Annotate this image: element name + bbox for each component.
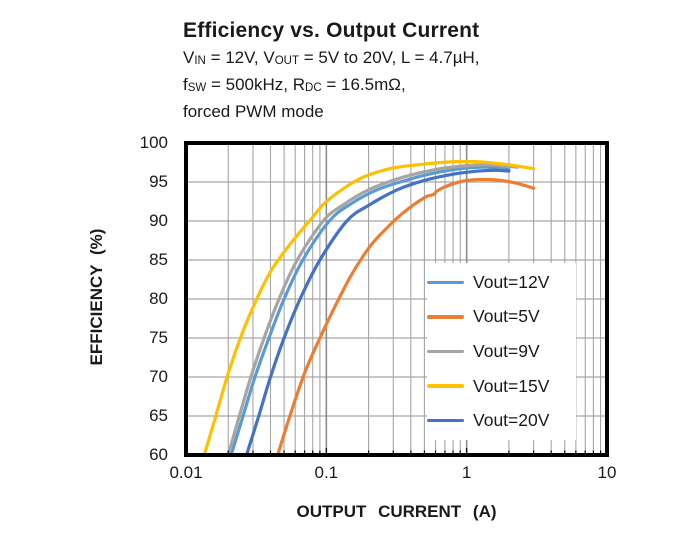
y-axis-title: EFFICIENCY (%) [87, 228, 106, 366]
y-tick-label-100: 100 [139, 133, 168, 152]
y-tick-label-65: 65 [149, 406, 168, 425]
data-curves [202, 159, 536, 455]
legend-item-vout-15v: Vout=15V [427, 369, 576, 403]
y-tick-label-95: 95 [149, 172, 168, 191]
legend-swatch-line [427, 418, 464, 423]
subtitle-line-3: forced PWM mode [183, 102, 324, 121]
y-tick-label-85: 85 [149, 250, 168, 269]
legend-swatch-line [427, 349, 464, 354]
y-tick-label-60: 60 [149, 445, 168, 464]
legend-label: Vout=5V [473, 306, 540, 327]
plot-frame [184, 141, 609, 457]
curve-vout-12v [229, 165, 511, 455]
subtitle-line-1: VIN = 12V, VOUT = 5V to 20V, L = 4.7µH, [183, 48, 480, 67]
legend-label: Vout=12V [473, 271, 550, 292]
x-tick-label-10: 10 [597, 463, 617, 482]
x-axis-title: OUTPUT CURRENT (A) [296, 502, 497, 521]
chart-title: Efficiency vs. Output Current [183, 19, 480, 42]
chart-subtitle: VIN = 12V, VOUT = 5V to 20V, L = 4.7µH, f… [183, 46, 480, 123]
x-tick-label-0.01: 0.01 [169, 463, 203, 482]
legend-item-vout-12v: Vout=12V [427, 265, 576, 299]
legend-item-vout-9v: Vout=9V [427, 334, 576, 368]
legend-item-vout-20v: Vout=20V [427, 404, 576, 438]
curve-vout-9v [226, 163, 520, 455]
legend-item-vout-5v: Vout=5V [427, 300, 576, 334]
legend-swatch-line [427, 280, 464, 285]
curve-vout-15v [202, 159, 536, 455]
y-tick-label-80: 80 [149, 289, 168, 308]
y-tick-label-75: 75 [149, 328, 168, 347]
curve-vout-5v [276, 177, 536, 455]
legend: Vout=12V Vout=5V Vout=9V Vout=15V Vout=20V [427, 263, 576, 440]
y-tick-label-90: 90 [149, 211, 168, 230]
curve-vout-20v [244, 168, 511, 455]
subtitle-line-2: fSW = 500kHz, RDC = 16.5mΩ, [183, 75, 406, 94]
legend-label: Vout=20V [473, 410, 550, 431]
y-tick-label-70: 70 [149, 367, 168, 386]
legend-label: Vout=15V [473, 375, 550, 396]
x-tick-label-1: 1 [461, 463, 472, 482]
legend-label: Vout=9V [473, 340, 540, 361]
legend-swatch-line [427, 384, 464, 388]
x-tick-label-0.1: 0.1 [314, 463, 339, 482]
legend-swatch-line [427, 315, 464, 319]
